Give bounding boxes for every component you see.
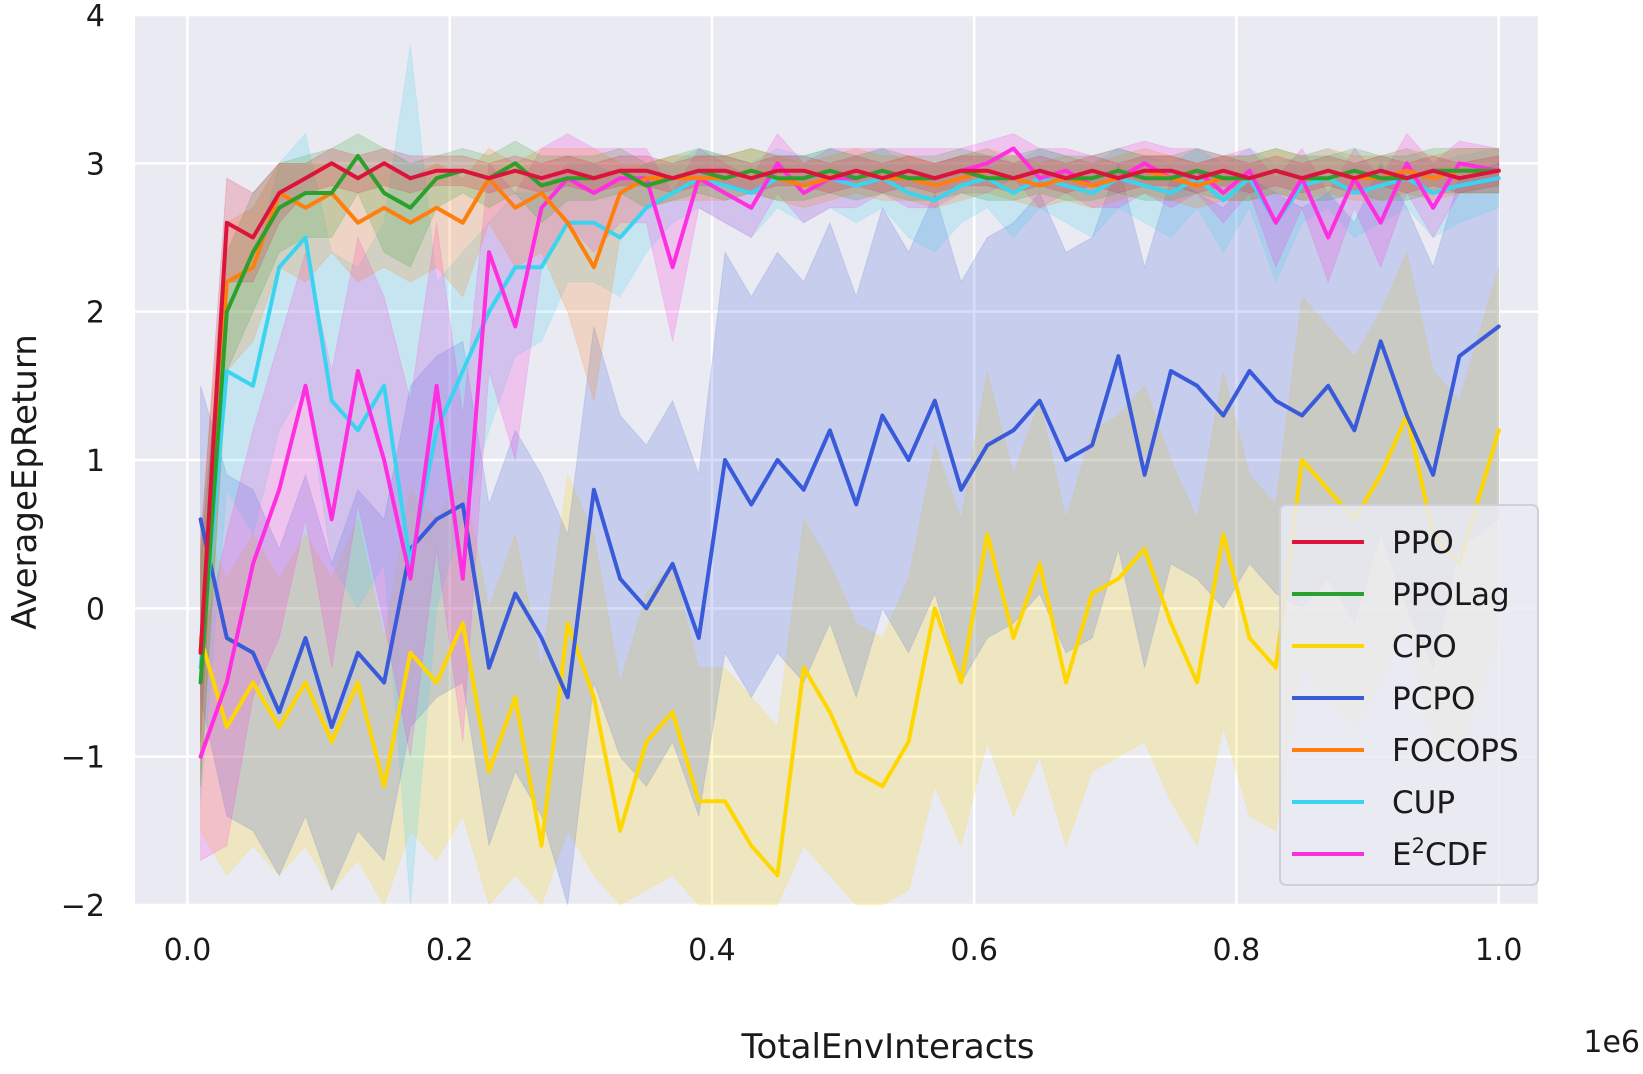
- band-focops: [200, 147, 1500, 787]
- series-lines: [198, 146, 1501, 878]
- legend-box: [1279, 504, 1539, 886]
- x-axis-scale-label: 1e6: [1583, 1025, 1640, 1060]
- band-cup: [200, 44, 1500, 906]
- legend-label: E2CDF: [1392, 834, 1488, 873]
- legend-label: FOCOPS: [1392, 733, 1519, 769]
- legend-label: CUP: [1392, 785, 1455, 821]
- series-line-ppo: [198, 161, 1501, 655]
- x-tick-label: 0.8: [1213, 933, 1261, 968]
- y-axis-label: AverageEpReturn: [5, 334, 45, 630]
- band-ppolag: [200, 133, 1500, 787]
- y-tick-label: 4: [86, 0, 105, 34]
- legend-label: CPO: [1392, 629, 1457, 665]
- y-tick-label: 2: [86, 296, 105, 331]
- y-tick-label: 3: [86, 147, 105, 182]
- x-tick-label: 0.0: [164, 933, 212, 968]
- y-tick-label: 0: [86, 592, 105, 627]
- y-tick-label: −2: [61, 889, 105, 924]
- band-ppo: [200, 147, 1500, 742]
- legend-label: PPO: [1392, 525, 1454, 561]
- series-line-ecdf: [198, 146, 1501, 759]
- tick-labels: 0.0 0.2 0.4 0.6 0.8 1.0 −2 −1 0 1 2 3 4: [61, 0, 1523, 968]
- series-line-cpo: [198, 413, 1501, 878]
- x-tick-label: 0.6: [950, 933, 998, 968]
- y-tick-label: −1: [61, 741, 105, 776]
- legend-label: PCPO: [1392, 681, 1475, 717]
- x-axis-label: TotalEnvInteracts: [741, 1027, 1035, 1067]
- x-tick-label: 0.2: [426, 933, 474, 968]
- legend: PPO PPOLag CPO PCPO FOCOPS CUP E2CDF: [1279, 504, 1539, 886]
- x-tick-label: 1.0: [1475, 933, 1523, 968]
- y-tick-label: 1: [86, 444, 105, 479]
- x-tick-label: 0.4: [688, 933, 736, 968]
- legend-label: PPOLag: [1392, 577, 1510, 613]
